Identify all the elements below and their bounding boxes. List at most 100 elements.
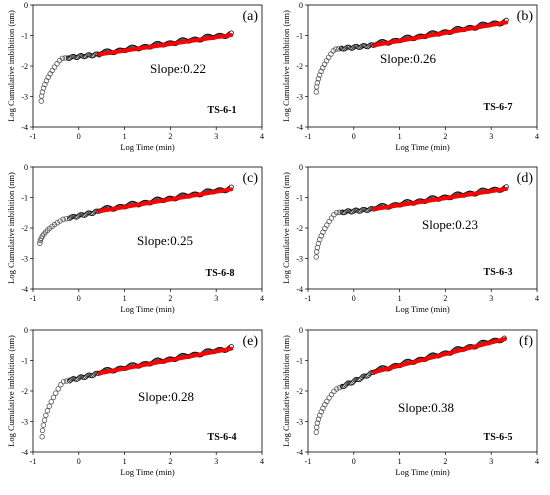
x-tick-label: 2	[443, 294, 447, 303]
y-axis-label: Log Cumulative imbibition (nm)	[281, 335, 291, 447]
y-tick-label: -3	[21, 93, 28, 102]
x-tick-label: 3	[489, 294, 493, 303]
data-point	[328, 51, 334, 57]
x-tick-label: -1	[30, 132, 37, 141]
panel-label: (b)	[517, 9, 534, 24]
x-tick-label: 4	[260, 457, 264, 466]
data-point	[333, 46, 339, 52]
y-tick-label: -2	[296, 387, 303, 396]
y-tick-label: -3	[21, 418, 28, 427]
y-tick-label: -1	[21, 194, 28, 203]
x-tick-label: -1	[30, 294, 37, 303]
data-point	[59, 55, 66, 61]
panel-label: (e)	[242, 334, 258, 349]
slope-label: Slope:0.25	[137, 233, 193, 248]
data-point	[60, 378, 67, 385]
x-tick-label: 4	[260, 132, 264, 141]
x-tick-label: -1	[305, 457, 312, 466]
y-tick-label: -2	[296, 62, 303, 71]
x-tick-label: 3	[214, 132, 218, 141]
fit-line	[99, 347, 233, 375]
x-tick-label: 4	[260, 294, 264, 303]
data-point	[51, 221, 58, 228]
panel-label: (f)	[519, 334, 533, 349]
x-axis-label: Log Time (min)	[395, 467, 449, 477]
sample-label: TS-6-5	[484, 432, 513, 443]
y-tick-label: -1	[21, 357, 28, 366]
chart-panel: -1 0 1 2 3 4 0 -1 -2 -3 -4 Log Time (min) Log Cumula…	[6, 326, 264, 477]
chart-panel: -1 0 1 2 3 4 0 -1 -2 -3 -4 Log Time (min) Log Cumula…	[281, 1, 539, 152]
data-point	[49, 67, 55, 74]
data-point	[48, 399, 54, 405]
x-tick-label: 0	[352, 294, 356, 303]
data-point	[51, 64, 58, 70]
data-point	[325, 54, 332, 61]
x-axis-label: Log Time (min)	[120, 142, 174, 152]
chart-panel: -1 0 1 2 3 4 0 -1 -2 -3 -4 Log Time (min) Log Cumula…	[6, 163, 264, 314]
x-tick-label: 0	[77, 457, 81, 466]
data-point	[44, 408, 51, 414]
data-point	[40, 85, 47, 91]
fit-line	[374, 337, 506, 374]
data-point	[37, 240, 43, 246]
y-tick-label: -3	[21, 255, 28, 264]
data-point	[55, 386, 61, 392]
x-tick-label: 3	[489, 457, 493, 466]
y-tick-label: -2	[296, 224, 303, 233]
y-tick-label: -1	[296, 32, 303, 41]
sample-label: TS-6-8	[206, 268, 235, 279]
chart-panel: -1 0 1 2 3 4 0 -1 -2 -3 -4 Log Time (min) Log Cumula…	[281, 163, 539, 314]
data-point	[328, 215, 335, 221]
x-tick-label: 0	[352, 457, 356, 466]
y-axis-label: Log Cumulative imbibition (nm)	[281, 10, 291, 122]
data-point	[315, 416, 322, 422]
fit-line	[99, 188, 233, 213]
data-point	[313, 249, 320, 255]
data-point	[313, 429, 319, 435]
data-point	[39, 427, 46, 434]
x-tick-label: 2	[443, 457, 447, 466]
slope-label: Slope:0.28	[138, 389, 194, 404]
x-tick-label: 4	[535, 132, 539, 141]
data-point	[314, 420, 321, 426]
data-point	[60, 216, 66, 223]
x-tick-label: 0	[352, 132, 356, 141]
x-tick-label: 3	[489, 132, 493, 141]
panel-label: (a)	[242, 9, 258, 24]
x-tick-label: 0	[77, 294, 81, 303]
y-tick-label: 0	[299, 1, 303, 10]
data-point	[54, 61, 60, 67]
data-point	[58, 382, 64, 388]
x-tick-label: -1	[305, 132, 312, 141]
data-point	[315, 76, 322, 82]
fit-line	[374, 21, 508, 47]
data-point	[53, 390, 59, 396]
y-tick-label: -2	[21, 387, 28, 396]
y-tick-label: 0	[24, 163, 28, 172]
data-point	[54, 220, 60, 226]
x-tick-label: 2	[168, 132, 172, 141]
sample-label: TS-6-4	[208, 432, 237, 443]
y-tick-label: -4	[296, 123, 303, 132]
y-tick-label: -2	[21, 224, 28, 233]
slope-label: Slope:0.38	[398, 400, 454, 415]
data-point	[313, 254, 319, 260]
x-axis-label: Log Time (min)	[395, 304, 449, 314]
data-point	[43, 412, 49, 419]
chart-panel: -1 0 1 2 3 4 0 -1 -2 -3 -4 Log Time (min) Log Cumula…	[281, 326, 539, 477]
fit-line	[374, 187, 508, 211]
y-tick-label: 0	[299, 163, 303, 172]
data-point	[38, 98, 44, 104]
x-tick-label: 0	[77, 132, 81, 141]
y-tick-label: -1	[21, 32, 28, 41]
data-point	[39, 434, 45, 440]
data-point	[316, 72, 323, 78]
y-axis-label: Log Cumulative imbibition (nm)	[6, 172, 16, 284]
x-axis-label: Log Time (min)	[395, 142, 449, 152]
fit-line	[99, 33, 233, 56]
slope-label: Slope:0.23	[422, 217, 478, 232]
y-tick-label: -3	[296, 255, 303, 264]
data-point	[39, 89, 46, 95]
x-tick-label: 3	[214, 294, 218, 303]
